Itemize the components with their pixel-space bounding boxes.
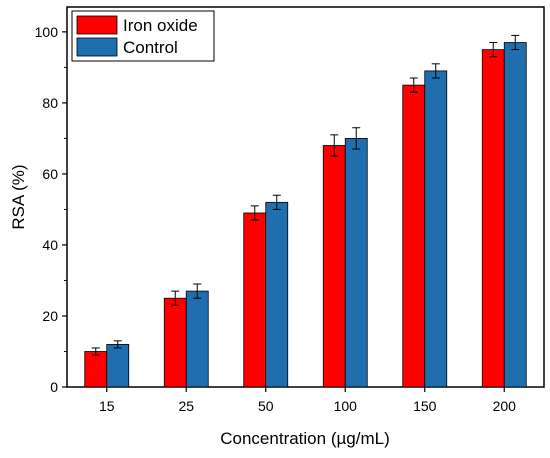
legend-label-control: Control <box>123 38 178 57</box>
x-tick-label-50: 50 <box>258 398 274 414</box>
bar-iron-oxide-150 <box>402 84 426 388</box>
x-axis-title: Concentration (µg/mL) <box>220 429 389 448</box>
x-tick-label-15: 15 <box>99 398 115 414</box>
legend: Iron oxide Control <box>71 10 215 62</box>
bar-iron-oxide-25 <box>163 297 187 388</box>
x-tick-label-150: 150 <box>413 398 437 414</box>
axis-layer: 15 25 50 100 150 200 0 20 40 60 80 100 <box>35 24 517 414</box>
bar-control-200 <box>503 42 527 388</box>
bar-control-150 <box>424 70 448 388</box>
y-tick-label-100: 100 <box>35 24 59 40</box>
legend-label-iron-oxide: Iron oxide <box>123 16 198 35</box>
bar-control-25 <box>185 290 209 388</box>
y-axis-title: RSA (%) <box>9 164 28 229</box>
legend-swatch-control <box>76 37 118 57</box>
bar-control-100 <box>344 138 368 388</box>
bar-iron-oxide-200 <box>481 49 505 388</box>
legend-swatch-iron-oxide <box>76 15 118 35</box>
y-tick-label-80: 80 <box>42 95 58 111</box>
bar-iron-oxide-50 <box>243 212 267 388</box>
y-tick-label-60: 60 <box>42 166 58 182</box>
y-tick-label-40: 40 <box>42 237 58 253</box>
x-tick-label-100: 100 <box>334 398 358 414</box>
y-tick-label-0: 0 <box>50 379 58 395</box>
x-tick-label-25: 25 <box>178 398 194 414</box>
bar-iron-oxide-100 <box>322 145 346 388</box>
y-tick-label-20: 20 <box>42 308 58 324</box>
x-tick-label-200: 200 <box>493 398 517 414</box>
bar-control-15 <box>106 343 130 388</box>
bars-layer <box>84 34 527 388</box>
bar-iron-oxide-15 <box>84 351 108 388</box>
bar-control-50 <box>265 201 289 388</box>
plot-frame <box>66 6 545 388</box>
